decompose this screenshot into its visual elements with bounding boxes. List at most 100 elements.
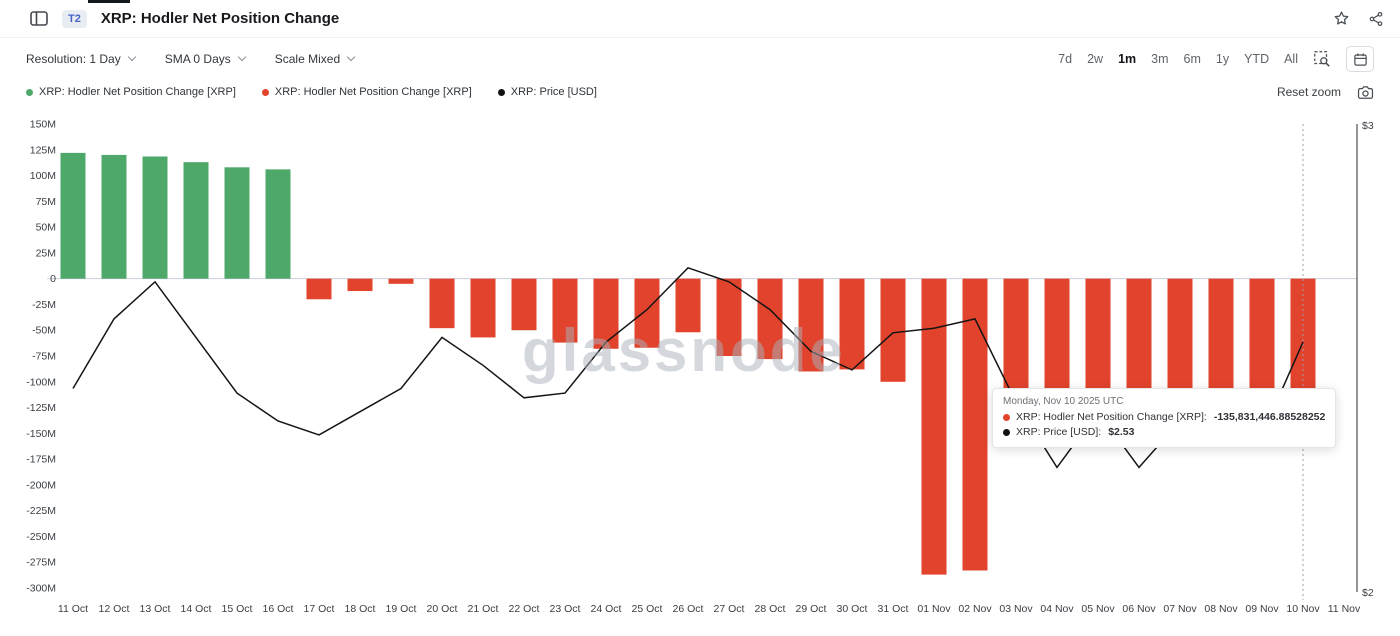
header: T2 XRP: Hodler Net Position Change <box>0 0 1400 38</box>
x-axis-label: 29 Oct <box>796 603 827 615</box>
bar[interactable] <box>60 152 86 279</box>
legend-label: XRP: Hodler Net Position Change [XRP] <box>39 86 236 98</box>
x-axis-label: 07 Nov <box>1163 603 1197 615</box>
dropdown-label: Scale Mixed <box>274 52 341 66</box>
favorite-star-icon[interactable] <box>1333 10 1350 27</box>
bar[interactable] <box>552 278 578 343</box>
y-axis-label: 100M <box>30 170 56 182</box>
y-axis-label: 0 <box>50 273 56 285</box>
x-axis-label: 17 Oct <box>304 603 335 615</box>
legend-label: XRP: Hodler Net Position Change [XRP] <box>274 86 472 98</box>
share-icon[interactable] <box>1368 11 1384 27</box>
panel-toggle-icon[interactable] <box>30 11 48 26</box>
chevron-down-icon <box>346 52 356 62</box>
range-6m[interactable]: 6m <box>1183 52 1201 66</box>
range-ytd[interactable]: YTD <box>1244 52 1270 66</box>
bar[interactable] <box>142 156 168 279</box>
right-axis-label: $2 <box>1362 587 1374 599</box>
y-axis-label: -25M <box>32 299 56 311</box>
x-axis-label: 06 Nov <box>1122 603 1156 615</box>
tooltip-series-dot <box>1003 413 1010 421</box>
bar[interactable] <box>593 278 619 349</box>
bar[interactable] <box>101 154 127 279</box>
tooltip-row: XRP: Price [USD]: $2.53 <box>1003 426 1325 438</box>
y-axis-label: -50M <box>32 325 56 337</box>
legend-item-0[interactable]: XRP: Hodler Net Position Change [XRP] <box>26 86 236 98</box>
y-axis-label: 25M <box>36 247 56 259</box>
bar[interactable] <box>388 278 414 284</box>
legend-item-2[interactable]: XRP: Price [USD] <box>497 86 597 98</box>
tooltip-series-dot <box>1003 428 1010 436</box>
chart-area[interactable]: 150M 125M 100M 75M 50M 25M 0 -25M -50M -75M -100M -… <box>0 104 1400 636</box>
chart-canvas[interactable]: 150M 125M 100M 75M 50M 25M 0 -25M -50M -75M -100M -… <box>0 104 1400 636</box>
range-1y[interactable]: 1y <box>1215 52 1230 66</box>
bar[interactable] <box>880 278 906 382</box>
bar[interactable] <box>962 278 988 571</box>
bar[interactable] <box>839 278 865 370</box>
range-2w[interactable]: 2w <box>1087 52 1104 66</box>
x-axis-label: 08 Nov <box>1204 603 1238 615</box>
bar[interactable] <box>224 167 250 279</box>
x-axis-label: 01 Nov <box>917 603 951 615</box>
bar[interactable] <box>429 278 455 329</box>
y-axis-label: -275M <box>26 557 56 569</box>
y-axis-label: 150M <box>30 119 56 131</box>
reset-zoom-button[interactable]: Reset zoom <box>1276 85 1341 99</box>
legend-label: XRP: Price [USD] <box>510 86 597 98</box>
y-axis-label: -100M <box>26 376 56 388</box>
range-buttons: 7d 2w 1m 3m 6m 1y YTD All <box>1058 52 1298 66</box>
legend-dot <box>26 88 33 96</box>
tooltip-value: $2.53 <box>1108 426 1135 438</box>
zoom-selection-icon[interactable] <box>1313 50 1331 68</box>
range-3m[interactable]: 3m <box>1151 52 1169 66</box>
bar[interactable] <box>634 278 660 348</box>
range-1m[interactable]: 1m <box>1118 52 1137 66</box>
calendar-button[interactable] <box>1346 46 1374 72</box>
bar[interactable] <box>511 278 537 331</box>
y-axis-label: 50M <box>36 222 56 234</box>
legend-dot <box>497 88 505 96</box>
x-axis-label: 15 Oct <box>222 603 253 615</box>
chart-actions: Reset zoom <box>1277 85 1374 100</box>
bar[interactable] <box>265 169 291 279</box>
sma-dropdown[interactable]: SMA 0 Days <box>165 52 246 66</box>
x-axis-label: 24 Oct <box>591 603 622 615</box>
range-all[interactable]: All <box>1284 52 1298 66</box>
legend-row: XRP: Hodler Net Position Change [XRP] XRP… <box>0 80 1400 104</box>
x-axis-label: 21 Oct <box>468 603 499 615</box>
tooltip-value: -135,831,446.88528252 <box>1213 411 1326 423</box>
x-axis-label: 27 Oct <box>714 603 745 615</box>
resolution-dropdown[interactable]: Resolution: 1 Day <box>26 52 136 66</box>
x-axis-label: 14 Oct <box>181 603 212 615</box>
x-axis-label: 28 Oct <box>755 603 786 615</box>
x-axis-label: 25 Oct <box>632 603 663 615</box>
x-axis-label: 18 Oct <box>345 603 376 615</box>
x-axis-label: 10 Nov <box>1286 603 1320 615</box>
y-axis-label: -75M <box>32 351 56 363</box>
bar[interactable] <box>716 278 742 356</box>
x-axis-label: 19 Oct <box>386 603 417 615</box>
x-axis-label: 20 Oct <box>427 603 458 615</box>
legend-item-1[interactable]: XRP: Hodler Net Position Change [XRP] <box>261 86 472 98</box>
tooltip-rows: XRP: Hodler Net Position Change [XRP]: -… <box>1003 411 1325 438</box>
scale-dropdown[interactable]: Scale Mixed <box>274 52 356 66</box>
bar[interactable] <box>675 278 701 333</box>
x-axis-label: 26 Oct <box>673 603 704 615</box>
x-axis-label: 22 Oct <box>509 603 540 615</box>
camera-screenshot-icon[interactable] <box>1357 85 1374 100</box>
bar[interactable] <box>921 278 947 575</box>
bar[interactable] <box>798 278 824 372</box>
x-axis-label: 03 Nov <box>999 603 1033 615</box>
x-axis-label: 11 Nov <box>1328 603 1361 615</box>
range-7d[interactable]: 7d <box>1058 52 1073 66</box>
x-axis-label: 13 Oct <box>140 603 171 615</box>
tooltip-date: Monday, Nov 10 2025 UTC <box>1003 396 1124 407</box>
page-title: XRP: Hodler Net Position Change <box>100 10 340 27</box>
x-axis-label: 02 Nov <box>958 603 992 615</box>
bar[interactable] <box>347 278 373 292</box>
bar[interactable] <box>470 278 496 338</box>
header-actions <box>1333 10 1384 27</box>
bar[interactable] <box>306 278 332 300</box>
bar[interactable] <box>183 162 209 279</box>
x-axis-label: 11 Oct <box>58 603 88 615</box>
